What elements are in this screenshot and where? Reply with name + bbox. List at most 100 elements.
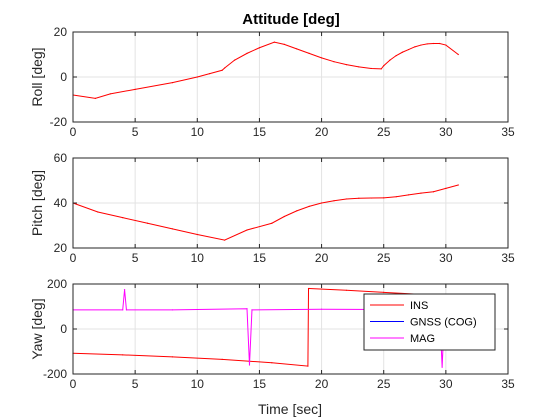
- yaw-y-tick-label: -200: [43, 367, 67, 381]
- legend-label-mag: MAG: [410, 333, 435, 345]
- roll-point: [109, 93, 111, 95]
- yaw-point: [248, 364, 251, 366]
- roll-y-tick-label: -20: [50, 115, 68, 129]
- pitch-y-axis-label: Pitch [deg]: [29, 170, 45, 236]
- pitch-point: [407, 194, 410, 196]
- yaw-y-axis-label: Yaw [deg]: [29, 298, 45, 359]
- pitch-x-tick-label: 5: [132, 251, 139, 265]
- roll-point: [395, 55, 397, 57]
- roll-x-tick-label: 20: [315, 125, 329, 139]
- pitch-point: [457, 184, 459, 186]
- roll-point: [209, 73, 211, 75]
- roll-x-tick-label: 15: [253, 125, 267, 139]
- yaw-series-ins-line: [72, 288, 459, 367]
- roll-point: [370, 67, 372, 70]
- pitch-point: [196, 233, 198, 236]
- roll-y-tick-label: 20: [54, 25, 68, 39]
- pitch-point: [445, 187, 447, 189]
- pitch-point: [383, 197, 385, 199]
- pitch-x-tick-label: 10: [191, 251, 205, 265]
- yaw-point: [171, 309, 174, 311]
- roll-point: [296, 48, 298, 50]
- yaw-point: [251, 309, 253, 311]
- roll-point: [389, 59, 391, 61]
- roll-x-tick-label: 25: [377, 125, 391, 139]
- yaw-x-tick-label: 0: [70, 377, 77, 391]
- pitch-point: [333, 200, 335, 202]
- pitch-series-ins-line: [72, 184, 459, 241]
- yaw-point: [271, 362, 273, 364]
- roll-point: [221, 69, 223, 71]
- pitch-point: [122, 217, 124, 219]
- roll-point: [358, 66, 360, 68]
- roll-point: [380, 68, 382, 70]
- pitch-point: [296, 210, 298, 212]
- roll-point: [320, 57, 323, 59]
- roll-x-tick-label: 0: [70, 125, 77, 139]
- roll-point: [432, 42, 435, 45]
- pitch-x-tick-label: 15: [253, 251, 267, 265]
- roll-point: [426, 43, 428, 45]
- roll-series-ins-line: [72, 41, 459, 99]
- roll-point: [420, 44, 422, 46]
- legend: INS GNSS (COG) MAG: [363, 293, 496, 351]
- legend-label-gnss: GNSS (COG): [410, 317, 477, 329]
- yaw-point: [122, 354, 124, 356]
- roll-point: [383, 65, 385, 67]
- roll-point: [407, 48, 410, 51]
- pitch-y-tick-label: 60: [54, 151, 68, 165]
- pitch-x-tick-label: 20: [315, 251, 329, 265]
- roll-point: [445, 44, 447, 46]
- roll-y-axis-label: Roll [deg]: [29, 47, 45, 106]
- pitch-point: [283, 215, 285, 218]
- yaw-point: [308, 287, 310, 290]
- roll-x-tick-label: 35: [501, 125, 515, 139]
- yaw-point: [171, 356, 174, 358]
- yaw-y-tick-label: 200: [47, 277, 67, 291]
- pitch-point: [370, 197, 372, 199]
- yaw-point: [441, 366, 443, 368]
- roll-point: [345, 64, 348, 66]
- pitch-point: [271, 222, 273, 224]
- roll-point: [171, 82, 174, 84]
- yaw-point: [122, 309, 124, 311]
- pitch-point: [420, 192, 422, 194]
- legend-label-ins: INS: [410, 300, 428, 312]
- pitch-point: [308, 205, 310, 207]
- yaw-y-tick-label: 0: [60, 322, 67, 336]
- roll-point: [233, 59, 236, 61]
- yaw-point: [307, 365, 309, 367]
- pitch-point: [224, 239, 226, 241]
- pitch-point: [97, 211, 99, 213]
- yaw-x-tick-label: 30: [439, 377, 453, 391]
- pitch-point: [358, 197, 360, 199]
- yaw-point: [123, 289, 126, 291]
- pitch-panel: 0 5 10 15 20 25 30 35 20 40 60 Pitch [deg]: [29, 151, 515, 265]
- yaw-x-tick-label: 10: [191, 377, 205, 391]
- yaw-x-tick-label: 25: [377, 377, 391, 391]
- pitch-point: [345, 198, 348, 200]
- roll-point: [333, 61, 335, 63]
- pitch-y-tick-label: 20: [54, 241, 68, 255]
- figure-title: Attitude [deg]: [242, 11, 339, 28]
- roll-y-tick-label: 0: [60, 70, 67, 84]
- pitch-point: [320, 202, 323, 204]
- yaw-point: [320, 308, 323, 310]
- yaw-point: [246, 308, 248, 310]
- pitch-point: [432, 191, 435, 193]
- pitch-point: [171, 228, 174, 230]
- yaw-x-tick-label: 20: [315, 377, 329, 391]
- yaw-point: [125, 309, 128, 311]
- x-axis-label: Time [sec]: [258, 401, 322, 417]
- roll-point: [94, 97, 96, 99]
- roll-point: [439, 42, 441, 45]
- roll-point: [134, 88, 136, 90]
- pitch-x-tick-label: 25: [377, 251, 391, 265]
- pitch-point: [146, 222, 149, 224]
- pitch-y-tick-label: 40: [54, 196, 68, 210]
- roll-x-tick-label: 10: [191, 125, 205, 139]
- roll-point: [401, 51, 403, 53]
- roll-point: [283, 43, 285, 45]
- roll-point: [414, 46, 416, 48]
